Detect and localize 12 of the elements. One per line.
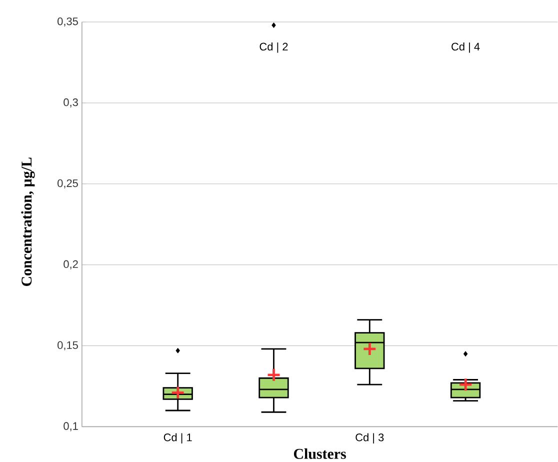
x-axis-title: Clusters — [294, 448, 346, 459]
y-tick-label: 0,1 — [64, 422, 78, 432]
x-tick-label: Cd | 2 — [260, 42, 288, 53]
y-axis-title: Concentration, µg/L — [21, 157, 35, 286]
x-tick-label: Cd | 4 — [452, 42, 480, 53]
y-tick-label: 0,35 — [58, 17, 78, 26]
y-tick-label: 0,25 — [58, 179, 78, 188]
y-tick-label: 0,2 — [64, 260, 78, 270]
y-tick-label: 0,3 — [64, 98, 78, 108]
x-tick-label: Cd | 3 — [356, 433, 384, 444]
x-tick-label: Cd | 1 — [164, 433, 192, 444]
y-tick-label: 0,15 — [58, 341, 78, 350]
